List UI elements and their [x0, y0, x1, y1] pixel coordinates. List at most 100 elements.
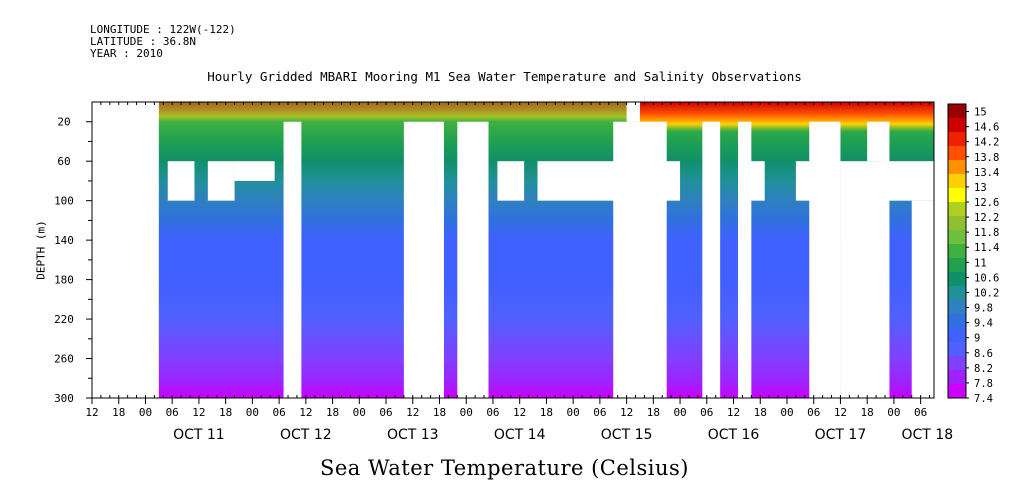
- y-tick-label: 300: [54, 392, 74, 405]
- x-date-label: OCT 14: [494, 427, 546, 443]
- latitude-label: LATITUDE : 36.8N: [90, 35, 196, 48]
- colorbar-label: 7.4: [974, 393, 993, 405]
- colorbar-label: 14.6: [974, 122, 999, 134]
- colorbar-label: 12.6: [974, 197, 999, 209]
- x-tick-label: 06: [700, 406, 713, 419]
- missing-data-region: [911, 200, 934, 398]
- missing-data-region: [403, 121, 444, 398]
- colorbar-label: 14.2: [974, 137, 999, 149]
- colorbar-label: 8.6: [974, 348, 993, 360]
- y-tick-label: 260: [54, 353, 74, 366]
- colorbar-swatch: [948, 314, 966, 328]
- colorbar-label: 11.4: [974, 242, 999, 254]
- x-tick-label: 06: [807, 406, 820, 419]
- x-tick-label: 18: [326, 406, 339, 419]
- colorbar-swatch: [948, 202, 966, 216]
- x-date-label: OCT 15: [601, 427, 653, 443]
- x-tick-label: 06: [166, 406, 179, 419]
- missing-data-region: [207, 161, 235, 201]
- x-tick-label: 00: [460, 406, 473, 419]
- colorbar-label: 11: [974, 257, 987, 269]
- missing-data-region: [742, 161, 765, 201]
- missing-data-region: [702, 121, 721, 398]
- x-date-label: OCT 17: [815, 427, 867, 443]
- metadata-block: LONGITUDE : 122W(-122) LATITUDE : 36.8N …: [90, 24, 236, 60]
- x-tick-label: 12: [406, 406, 419, 419]
- colorbar-swatch: [948, 216, 966, 230]
- x-date-label: OCT 16: [708, 427, 760, 443]
- colorbar-swatch: [948, 244, 966, 258]
- colorbar-swatch: [948, 132, 966, 146]
- colorbar-swatch: [948, 356, 966, 370]
- plot-frame: [91, 101, 935, 399]
- x-tick-label: 12: [513, 406, 526, 419]
- y-tick-label: 220: [54, 313, 74, 326]
- x-tick-label: 12: [192, 406, 205, 419]
- colorbar-swatch: [948, 342, 966, 356]
- colorbar-swatch: [948, 174, 966, 188]
- x-tick-label: 12: [620, 406, 633, 419]
- colorbar-swatch: [948, 146, 966, 160]
- x-tick-label: 00: [567, 406, 580, 419]
- colorbar-swatch: [948, 370, 966, 384]
- missing-data-region: [626, 102, 640, 122]
- missing-data-region: [167, 161, 195, 201]
- colorbar-label: 13: [974, 182, 987, 194]
- missing-data-region: [92, 102, 159, 398]
- colorbar-swatch: [948, 272, 966, 286]
- missing-data-region: [876, 161, 934, 201]
- missing-data-region: [867, 121, 890, 162]
- colorbar-label: 9.8: [974, 303, 993, 315]
- colorbar-label: 9: [974, 333, 980, 345]
- x-date-label: OCT 18: [902, 427, 954, 443]
- colorbar-label: 12.2: [974, 212, 999, 224]
- x-axis-title: Sea Water Temperature (Celsius): [319, 456, 689, 480]
- x-tick-label: 00: [780, 406, 793, 419]
- missing-data-region: [283, 121, 302, 398]
- colorbar-swatch: [948, 384, 966, 398]
- temperature-field: [92, 102, 934, 398]
- plot-area: [92, 102, 934, 398]
- chart-title: Hourly Gridded MBARI Mooring M1 Sea Wate…: [207, 69, 802, 84]
- x-tick-label: 06: [914, 406, 927, 419]
- colorbar-swatch: [948, 118, 966, 132]
- x-tick-label: 18: [112, 406, 125, 419]
- colorbar-frame: [947, 103, 967, 399]
- x-tick-label: 06: [593, 406, 606, 419]
- y-tick-label: 100: [54, 195, 74, 208]
- x-tick-label: 06: [486, 406, 499, 419]
- missing-data-region: [234, 161, 275, 181]
- colorbar-swatch: [948, 286, 966, 300]
- colorbar-label: 13.4: [974, 167, 999, 179]
- colorbar-label: 9.4: [974, 318, 993, 330]
- colorbar-swatch: [948, 258, 966, 272]
- x-tick-label: 18: [433, 406, 446, 419]
- x-tick-label: 00: [353, 406, 366, 419]
- year-label: YEAR : 2010: [90, 47, 163, 60]
- x-tick-label: 18: [647, 406, 660, 419]
- longitude-label: LONGITUDE : 122W(-122): [90, 23, 236, 36]
- x-tick-label: 18: [219, 406, 232, 419]
- colorbar-label: 10.6: [974, 272, 999, 284]
- y-tick-label: 60: [57, 155, 70, 168]
- colorbar-label: 11.8: [974, 227, 999, 239]
- surface-layer-early: [92, 102, 627, 122]
- axes: 20 60 100 140 180 220 260 300 12 18 00 06 12 18 00 06 12…: [54, 101, 954, 443]
- x-date-label: OCT 13: [387, 427, 439, 443]
- x-tick-label: 06: [379, 406, 392, 419]
- colorbar-swatch: [948, 230, 966, 244]
- missing-data-region: [537, 161, 623, 201]
- colorbar-swatch: [948, 160, 966, 174]
- y-tick-label: 180: [54, 274, 74, 287]
- colorbar-swatch: [948, 188, 966, 202]
- x-tick-label: 12: [85, 406, 98, 419]
- x-tick-label: 00: [887, 406, 900, 419]
- x-tick-label: 06: [272, 406, 285, 419]
- missing-data-region: [457, 121, 489, 398]
- colorbar-label: 15: [974, 107, 987, 119]
- colorbar-swatch: [948, 104, 966, 118]
- x-tick-label: 18: [861, 406, 874, 419]
- x-tick-label: 00: [139, 406, 152, 419]
- y-tick-label: 140: [54, 234, 74, 247]
- colorbar-swatch: [948, 300, 966, 314]
